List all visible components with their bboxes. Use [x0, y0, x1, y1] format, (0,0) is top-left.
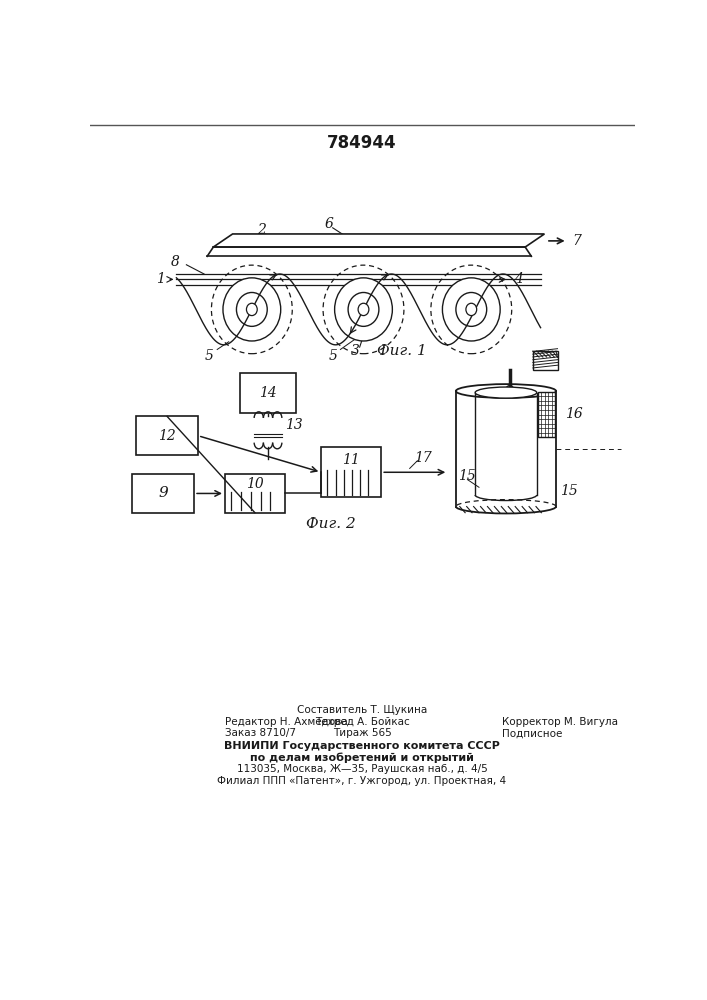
FancyBboxPatch shape	[240, 373, 296, 413]
Text: Фиг. 1: Фиг. 1	[377, 344, 426, 358]
Text: 3: 3	[351, 344, 359, 358]
Text: 12: 12	[158, 429, 176, 443]
Text: Составитель Т. Щукина: Составитель Т. Щукина	[297, 705, 427, 715]
Text: 11: 11	[342, 453, 360, 467]
Text: Корректор М. Вигула: Корректор М. Вигула	[502, 717, 618, 727]
Text: 1: 1	[156, 272, 165, 286]
FancyBboxPatch shape	[136, 416, 198, 455]
Text: 113035, Москва, Ж—35, Раушская наб., д. 4/5: 113035, Москва, Ж—35, Раушская наб., д. …	[237, 764, 487, 774]
Text: Фиг. 2: Фиг. 2	[305, 517, 356, 531]
Text: 9: 9	[158, 486, 168, 500]
Text: 4: 4	[514, 272, 522, 286]
Ellipse shape	[457, 500, 555, 513]
Text: Подписное: Подписное	[502, 728, 563, 738]
Text: 15: 15	[458, 469, 476, 483]
Text: Техред А. Бойкас: Техред А. Бойкас	[315, 717, 409, 727]
Text: Заказ 8710/7: Заказ 8710/7	[225, 728, 296, 738]
Text: ВНИИПИ Государственного комитета СССР: ВНИИПИ Государственного комитета СССР	[224, 741, 500, 751]
Ellipse shape	[236, 292, 267, 326]
Text: по делам изобретений и открытий: по делам изобретений и открытий	[250, 753, 474, 763]
Text: 6: 6	[325, 217, 333, 231]
Ellipse shape	[348, 292, 379, 326]
Text: 14: 14	[259, 386, 277, 400]
Text: 2: 2	[257, 223, 266, 237]
Ellipse shape	[358, 303, 369, 316]
Ellipse shape	[334, 278, 392, 341]
Text: Редактор Н. Ахмедова: Редактор Н. Ахмедова	[225, 717, 348, 727]
Ellipse shape	[466, 303, 477, 316]
Polygon shape	[214, 234, 544, 247]
FancyBboxPatch shape	[537, 392, 555, 437]
Ellipse shape	[456, 292, 486, 326]
Text: 16: 16	[565, 407, 583, 421]
Ellipse shape	[456, 384, 556, 398]
Text: 784944: 784944	[327, 134, 397, 152]
Text: 5: 5	[205, 349, 214, 363]
Text: 10: 10	[246, 477, 264, 491]
Text: Филиал ППП «Патент», г. Ужгород, ул. Проектная, 4: Филиал ППП «Патент», г. Ужгород, ул. Про…	[217, 776, 506, 786]
Text: 13: 13	[285, 418, 303, 432]
Ellipse shape	[223, 278, 281, 341]
Text: 15: 15	[560, 484, 578, 498]
Text: Тираж 565: Тираж 565	[332, 728, 392, 738]
Text: 5: 5	[328, 349, 337, 363]
Ellipse shape	[475, 387, 537, 398]
Text: 17: 17	[414, 451, 431, 465]
Text: 7: 7	[572, 234, 581, 248]
Ellipse shape	[247, 303, 257, 316]
Text: 8: 8	[170, 255, 180, 269]
Ellipse shape	[443, 278, 500, 341]
FancyBboxPatch shape	[321, 447, 381, 497]
FancyBboxPatch shape	[225, 474, 285, 513]
FancyBboxPatch shape	[533, 351, 558, 370]
FancyBboxPatch shape	[132, 474, 194, 513]
